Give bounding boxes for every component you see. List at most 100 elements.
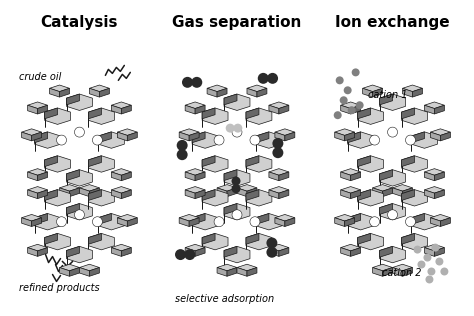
Polygon shape: [373, 185, 392, 191]
Polygon shape: [121, 190, 131, 199]
Polygon shape: [285, 218, 295, 227]
Polygon shape: [380, 246, 405, 263]
Circle shape: [233, 124, 242, 133]
Polygon shape: [27, 172, 37, 181]
Polygon shape: [401, 234, 414, 244]
Polygon shape: [430, 215, 450, 221]
Polygon shape: [237, 185, 257, 191]
Polygon shape: [345, 132, 355, 141]
Polygon shape: [66, 94, 92, 111]
Polygon shape: [269, 105, 279, 114]
Polygon shape: [424, 172, 434, 181]
Polygon shape: [348, 214, 361, 224]
Text: Catalysis: Catalysis: [41, 15, 118, 30]
Polygon shape: [50, 85, 70, 92]
Polygon shape: [89, 108, 114, 125]
Polygon shape: [179, 132, 189, 141]
Polygon shape: [37, 105, 47, 114]
Polygon shape: [358, 156, 371, 167]
Polygon shape: [185, 190, 195, 199]
Circle shape: [428, 268, 436, 276]
Circle shape: [182, 77, 193, 88]
Circle shape: [436, 258, 443, 265]
Polygon shape: [80, 268, 90, 276]
Polygon shape: [424, 105, 434, 114]
Circle shape: [92, 217, 102, 227]
Text: selective adsorption: selective adsorption: [175, 295, 274, 304]
Polygon shape: [434, 105, 445, 114]
Polygon shape: [192, 214, 218, 230]
Polygon shape: [401, 190, 414, 200]
Circle shape: [273, 138, 283, 149]
Polygon shape: [217, 268, 227, 276]
Circle shape: [370, 217, 380, 227]
Polygon shape: [358, 234, 371, 244]
Polygon shape: [275, 218, 285, 227]
Polygon shape: [100, 88, 109, 97]
Polygon shape: [121, 172, 131, 181]
Polygon shape: [363, 88, 373, 97]
Text: crude oil: crude oil: [18, 72, 61, 82]
Polygon shape: [380, 246, 392, 257]
Polygon shape: [373, 268, 383, 276]
Polygon shape: [66, 246, 80, 257]
Polygon shape: [257, 88, 267, 97]
Polygon shape: [90, 85, 109, 92]
Polygon shape: [224, 170, 250, 186]
Polygon shape: [27, 186, 47, 193]
Polygon shape: [185, 102, 205, 108]
Polygon shape: [111, 190, 121, 199]
Polygon shape: [111, 105, 121, 114]
Polygon shape: [66, 204, 92, 220]
Polygon shape: [70, 268, 80, 276]
Polygon shape: [27, 102, 47, 108]
Polygon shape: [32, 218, 42, 227]
Polygon shape: [89, 156, 101, 167]
Polygon shape: [256, 132, 269, 143]
Circle shape: [232, 210, 242, 220]
Polygon shape: [179, 215, 199, 221]
Polygon shape: [45, 234, 57, 244]
Polygon shape: [341, 169, 361, 175]
Polygon shape: [217, 185, 237, 191]
Polygon shape: [80, 188, 90, 197]
Polygon shape: [224, 246, 250, 263]
Polygon shape: [70, 188, 80, 197]
Polygon shape: [351, 172, 361, 181]
Polygon shape: [27, 248, 37, 256]
Polygon shape: [237, 268, 247, 276]
Polygon shape: [66, 94, 80, 105]
Polygon shape: [224, 204, 250, 220]
Polygon shape: [207, 85, 227, 92]
Polygon shape: [269, 102, 289, 108]
Polygon shape: [202, 156, 228, 172]
Polygon shape: [99, 214, 124, 230]
Polygon shape: [37, 248, 47, 256]
Polygon shape: [411, 214, 424, 224]
Circle shape: [405, 135, 416, 145]
Polygon shape: [401, 234, 428, 250]
Circle shape: [74, 127, 84, 137]
Polygon shape: [22, 129, 42, 135]
Polygon shape: [373, 188, 383, 197]
Text: cation 1: cation 1: [368, 90, 407, 100]
Polygon shape: [185, 186, 205, 193]
Polygon shape: [45, 108, 57, 119]
Polygon shape: [32, 132, 42, 141]
Polygon shape: [392, 268, 402, 276]
Circle shape: [340, 96, 347, 104]
Polygon shape: [27, 105, 37, 114]
Polygon shape: [45, 234, 71, 250]
Polygon shape: [189, 218, 199, 227]
Polygon shape: [66, 170, 92, 186]
Polygon shape: [275, 129, 295, 135]
Polygon shape: [341, 186, 361, 193]
Circle shape: [177, 140, 188, 151]
Polygon shape: [35, 132, 47, 143]
Polygon shape: [269, 169, 289, 175]
Polygon shape: [246, 156, 272, 172]
Polygon shape: [60, 188, 70, 197]
Polygon shape: [121, 105, 131, 114]
Polygon shape: [202, 156, 215, 167]
Circle shape: [334, 111, 342, 119]
